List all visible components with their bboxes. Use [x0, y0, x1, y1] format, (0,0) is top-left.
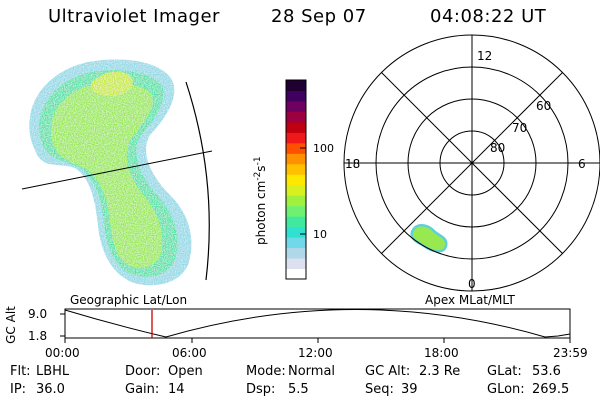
colorbar-segment	[286, 268, 306, 280]
x-tick-0600: 06:00	[172, 346, 207, 360]
instrument-title: Ultraviolet Imager	[48, 6, 220, 27]
glat-label: GLat:	[487, 364, 522, 379]
colorbar-tick-100: 100	[313, 142, 334, 155]
geographic-label: Geographic Lat/Lon	[70, 293, 188, 307]
polar-aurora-blob	[410, 224, 448, 253]
glon-label: GLon:	[487, 382, 525, 397]
x-tick-1800: 18:00	[424, 346, 459, 360]
aurora-core	[51, 82, 163, 268]
lat-label-70: 70	[512, 121, 527, 135]
colorbar-segment	[286, 174, 306, 186]
colorbar-segment	[286, 142, 306, 154]
glat-value: 53.6	[532, 364, 561, 379]
mode-value: Normal	[288, 364, 336, 379]
colorbar-segment	[286, 111, 306, 123]
colorbar-segment	[286, 258, 306, 270]
door-value: Open	[168, 364, 203, 379]
polar-plot: 12 12 18 6 0 60 70 80	[343, 34, 600, 292]
mlt-label-12: 12	[477, 49, 492, 63]
y-tick-1-8: 1.8	[28, 329, 48, 343]
gc-alt-value: 2.3 Re	[419, 364, 461, 379]
gain-value: 14	[168, 382, 185, 397]
colorbar: 100 10	[285, 79, 334, 280]
colorbar-segment	[286, 153, 306, 165]
colorbar-segment	[286, 132, 306, 144]
colorbar-segment	[286, 205, 306, 217]
colorbar-segment	[286, 216, 306, 228]
dsp-value: 5.5	[288, 382, 309, 397]
seq-value: 39	[401, 382, 418, 397]
lat-label-60: 60	[536, 99, 551, 113]
colorbar-segment	[286, 163, 306, 175]
terminator-line	[21, 150, 213, 190]
colorbar-segment	[286, 195, 306, 207]
filter-label: Flt:	[10, 364, 31, 379]
observation-time: 04:08:22 UT	[430, 6, 547, 27]
svg-text:12: 12	[477, 49, 492, 63]
colorbar-tick-10: 10	[313, 228, 327, 241]
altitude-curve	[64, 309, 571, 338]
aurora-bright-spot	[91, 71, 133, 96]
lat-label-80: 80	[490, 141, 505, 155]
mlt-label-6: 6	[578, 157, 586, 171]
x-tick-0000: 00:00	[45, 346, 80, 360]
door-label: Door:	[125, 364, 161, 379]
ip-label: IP:	[10, 382, 27, 397]
dsp-label: Dsp:	[246, 382, 276, 397]
colorbar-unit-label: photon cm-2s-1	[253, 156, 268, 245]
ip-value: 36.0	[36, 382, 65, 397]
mode-label: Mode:	[246, 364, 286, 379]
colorbar-segment	[286, 100, 306, 112]
orbit-timeline	[60, 308, 571, 343]
y-tick-9: 9.0	[28, 307, 48, 321]
colorbar-segment	[286, 226, 306, 238]
colorbar-segment	[286, 121, 306, 133]
apex-label: Apex MLat/MLT	[425, 293, 515, 307]
limb-arc	[185, 81, 210, 281]
colorbar-segment	[286, 90, 306, 102]
x-tick-2359: 23:59	[553, 346, 588, 360]
observation-date: 28 Sep 07	[271, 6, 367, 27]
filter-value: LBHL	[36, 364, 70, 379]
colorbar-segment	[286, 247, 306, 259]
colorbar-segment	[286, 237, 306, 249]
mlt-label-18: 18	[345, 157, 360, 171]
glon-value: 269.5	[532, 382, 570, 397]
colorbar-segment	[286, 184, 306, 196]
colorbar-segment	[286, 80, 306, 91]
gain-label: Gain:	[125, 382, 160, 397]
gc-alt-label: GC Alt:	[365, 364, 411, 379]
seq-label: Seq:	[365, 382, 394, 397]
aurora-image	[29, 59, 192, 286]
mlt-label-0: 0	[468, 277, 476, 291]
gc-alt-axis-label: GC Alt	[3, 306, 18, 344]
x-tick-1200: 12:00	[298, 346, 333, 360]
